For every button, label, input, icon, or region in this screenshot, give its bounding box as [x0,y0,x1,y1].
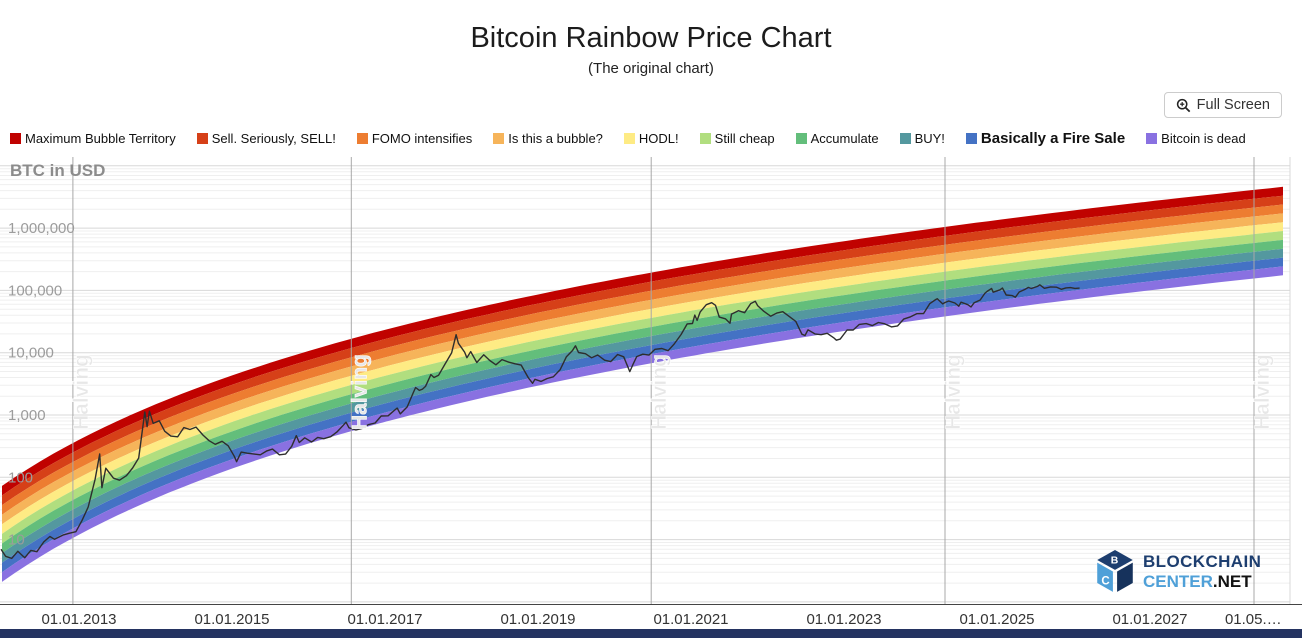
x-tick-6: 01.01.2025 [959,611,1034,628]
halving-label-0: Halving [70,354,93,430]
legend-item-6[interactable]: Accumulate [795,131,879,146]
legend-swatch [623,133,635,144]
brand-center: CENTER [1143,572,1213,591]
legend-swatch [356,133,368,144]
legend-item-1[interactable]: Sell. Seriously, SELL! [196,131,336,146]
legend-label: HODL! [638,131,679,146]
page-subtitle: (The original chart) [588,60,714,77]
svg-text:B: B [1111,556,1119,567]
legend-swatch [795,133,807,144]
y-tick-5: 1,000,000 [8,220,75,237]
y-tick-3: 10,000 [8,345,54,362]
legend-swatch [699,133,711,144]
full-screen-label: Full Screen [1196,97,1270,113]
blockchaincenter-logo[interactable]: B C BLOCKCHAIN CENTER.NET [1093,549,1261,595]
zoom-in-icon [1176,98,1190,112]
legend-label: BUY! [914,131,945,146]
btc-price-line [0,284,1080,560]
legend-item-9[interactable]: Bitcoin is dead [1146,131,1246,146]
legend-item-5[interactable]: Still cheap [699,131,775,146]
x-tick-0: 01.01.2013 [41,611,116,628]
legend-label: Bitcoin is dead [1161,131,1246,146]
legend-label: FOMO intensifies [371,131,473,146]
brand-line2: CENTER.NET [1143,572,1261,592]
y-axis-title: BTC in USD [10,161,105,180]
legend-item-0[interactable]: Maximum Bubble Territory [10,131,176,146]
footer-bar [0,629,1302,638]
x-tick-7: 01.01.2027 [1112,611,1187,628]
brand-net: .NET [1212,572,1252,591]
legend-swatch [10,133,21,144]
y-tick-4: 100,000 [8,282,62,299]
x-tick-8: 01.05.… [1225,611,1282,628]
legend-item-7[interactable]: BUY! [899,131,945,146]
halving-label-1: Halving [348,354,371,430]
halving-label-2: Halving [648,354,671,430]
legend-label: Basically a Fire Sale [980,130,1126,147]
legend-label: Still cheap [714,131,775,146]
halving-label-3: Halving [942,354,965,430]
svg-text:C: C [1101,576,1109,588]
x-tick-2: 01.01.2017 [347,611,422,628]
cube-logo-icon: B C [1097,550,1133,592]
legend-swatch [196,133,208,144]
x-tick-3: 01.01.2019 [500,611,575,628]
y-tick-0: 10 [8,532,25,549]
x-tick-1: 01.01.2015 [194,611,269,628]
x-tick-5: 01.01.2023 [806,611,881,628]
halving-label-4: Halving [1251,354,1274,430]
legend-item-2[interactable]: FOMO intensifies [356,131,473,146]
chart-legend: Maximum Bubble Territory Sell. Seriously,… [10,130,1246,147]
y-tick-2: 1,000 [8,407,46,424]
page-title: Bitcoin Rainbow Price Chart [470,22,832,54]
legend-label: Maximum Bubble Territory [25,131,176,146]
legend-item-4[interactable]: HODL! [623,131,679,146]
brand-line1: BLOCKCHAIN [1143,552,1262,571]
legend-swatch [493,133,505,144]
x-tick-4: 01.01.2021 [653,611,728,628]
full-screen-button[interactable]: Full Screen [1163,92,1282,118]
y-tick-1: 100 [8,469,33,486]
legend-label: Sell. Seriously, SELL! [211,131,336,146]
legend-swatch [1146,133,1158,144]
legend-item-8[interactable]: Basically a Fire Sale [965,130,1126,147]
legend-label: Is this a bubble? [508,131,603,146]
legend-item-3[interactable]: Is this a bubble? [493,131,603,146]
legend-label: Accumulate [810,131,879,146]
legend-swatch [899,133,911,144]
legend-swatch [965,133,977,144]
